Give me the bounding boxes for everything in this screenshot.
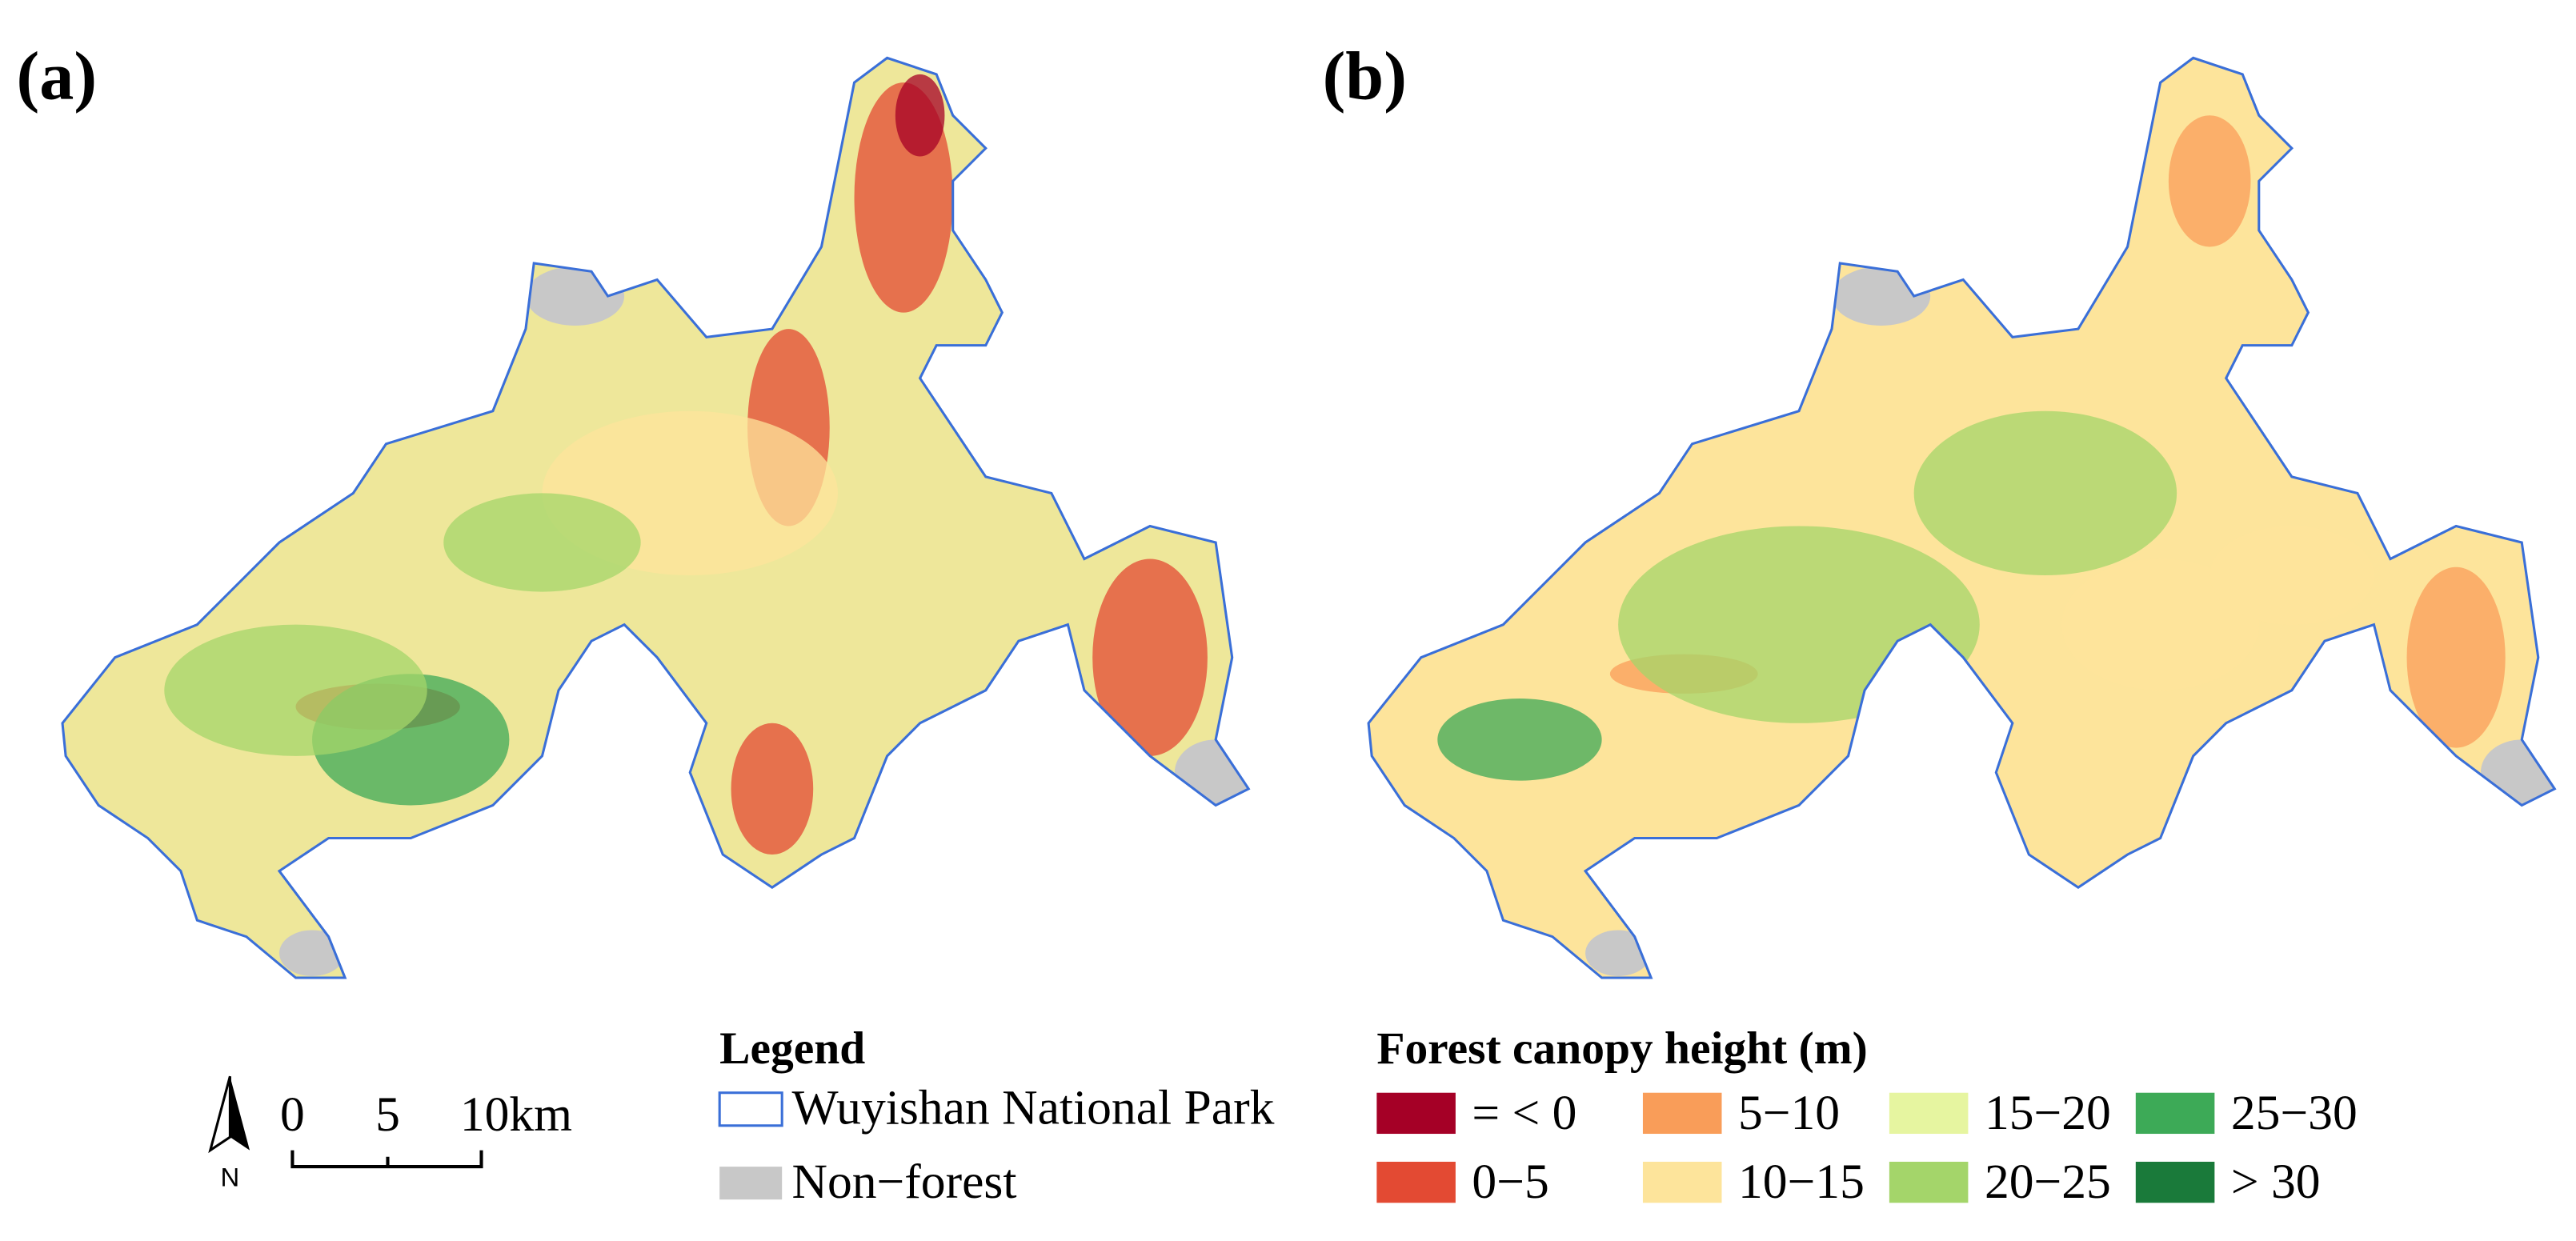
north-label: N <box>221 1163 240 1192</box>
canopy-patch <box>731 723 814 855</box>
canopy-patch <box>443 493 641 592</box>
map-fill <box>62 58 1249 979</box>
map-fill <box>1368 58 2555 979</box>
panel-label: (b) <box>1323 38 1407 114</box>
canopy-legend-title: Forest canopy height (m) <box>1376 1023 1867 1074</box>
scale-bar: 0 5 10km <box>280 1087 572 1169</box>
canopy-patch <box>1913 410 2177 576</box>
legend-swatch <box>718 1091 783 1127</box>
class-label: 5−10 <box>1738 1086 1840 1140</box>
canopy-patch <box>2061 558 2259 691</box>
class-swatch <box>1376 1161 1456 1203</box>
park-boundary <box>61 56 1251 979</box>
class-label: 15−20 <box>1985 1086 2111 1140</box>
legend-swatch <box>719 1167 783 1200</box>
park-boundary <box>1367 56 2557 979</box>
canopy-patch <box>895 74 945 157</box>
class-swatch <box>2135 1161 2215 1203</box>
legend-label: Wuyishan National Park <box>792 1081 1275 1135</box>
class-label: 25−30 <box>2231 1086 2358 1140</box>
non-forest <box>1585 930 1652 976</box>
class-swatch <box>2135 1092 2215 1135</box>
panel-label: (a) <box>17 38 98 114</box>
class-swatch <box>1376 1092 1456 1135</box>
class-label: 0−5 <box>1472 1155 1548 1209</box>
non-forest <box>2480 739 2555 806</box>
class-swatch <box>1889 1161 1969 1203</box>
non-forest <box>278 930 346 976</box>
canopy-patch <box>1618 526 1980 723</box>
legend-label: Non−forest <box>792 1155 1017 1209</box>
class-label: > 30 <box>2231 1155 2321 1209</box>
scale-tick: 0 <box>280 1087 305 1142</box>
scale-tick: 10km <box>460 1087 572 1142</box>
canopy-patch <box>2168 115 2251 247</box>
class-swatch <box>1889 1092 1969 1135</box>
scale-tick: 5 <box>375 1087 400 1142</box>
legend-title: Legend <box>719 1023 865 1074</box>
canopy-patch <box>1437 699 1602 781</box>
map-panel: (b) <box>1323 38 2557 979</box>
canopy-patch <box>1092 558 1208 756</box>
canopy-patch <box>2406 566 2506 748</box>
class-label: = < 0 <box>1472 1086 1576 1140</box>
class-swatch <box>1642 1092 1722 1135</box>
class-label: 20−25 <box>1985 1155 2111 1209</box>
canopy-patch <box>2209 526 2374 625</box>
non-forest <box>1174 739 1249 806</box>
class-swatch <box>1642 1161 1722 1203</box>
north-arrow: N <box>208 1075 250 1192</box>
map-panel: (a) <box>17 38 1251 979</box>
canopy-patch <box>164 624 427 756</box>
class-label: 10−15 <box>1738 1155 1865 1209</box>
